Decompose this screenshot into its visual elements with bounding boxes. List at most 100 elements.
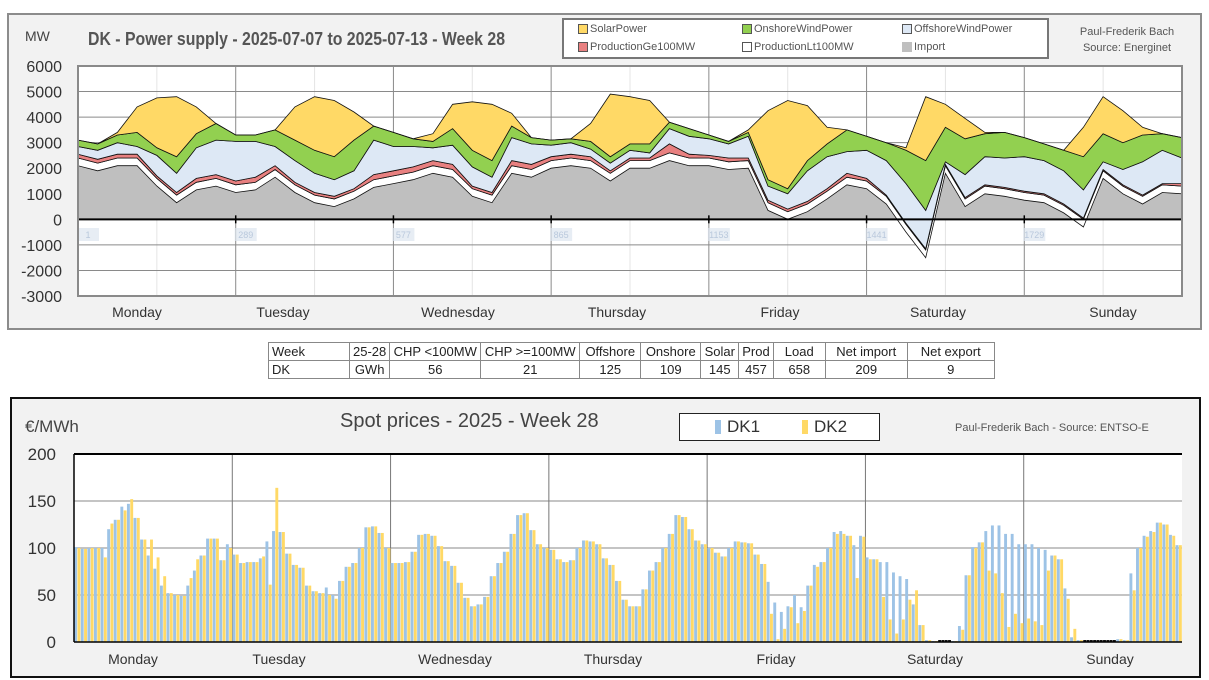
bar-dk1 (496, 563, 500, 642)
index-label-bg (77, 228, 99, 241)
bar-dk2 (512, 533, 516, 642)
offshore-swatch (902, 24, 912, 34)
area-import (78, 160, 1182, 258)
bar-dk2 (288, 553, 292, 642)
bar-dk2 (341, 580, 345, 642)
bar-dk1 (760, 563, 764, 642)
bar-dk2 (671, 533, 674, 642)
bar-dk2 (328, 595, 332, 642)
bar-dk2 (90, 548, 94, 642)
bar-dk1 (707, 548, 711, 642)
bar-dk1 (1129, 573, 1133, 642)
bar-dk1 (370, 526, 374, 642)
bar-dk1 (608, 564, 612, 642)
bar-dk1 (522, 513, 526, 642)
spot-prices-legend: DK1 DK2 (679, 413, 880, 441)
bar-dk1 (1169, 534, 1172, 642)
bar-dk1 (1116, 639, 1120, 642)
bar-dk2 (882, 596, 886, 642)
bar-dk2 (156, 557, 160, 642)
bar-dk1 (826, 548, 829, 642)
legend-item-lt100: ProductionLt100MW (742, 41, 854, 53)
bar-dk1 (272, 531, 275, 642)
bar-dk2 (789, 607, 793, 642)
bar-dk1 (1142, 535, 1146, 642)
bar-dk2 (1079, 640, 1083, 642)
bar-dk1 (133, 517, 137, 642)
bar-dk1 (285, 553, 289, 642)
bar-dk1 (1023, 544, 1027, 642)
bar-dk1 (1050, 555, 1054, 642)
day-label: Thursday (588, 304, 646, 320)
bar-dk2 (981, 542, 984, 642)
bar-dk2 (1060, 559, 1064, 642)
bar-dk1 (595, 544, 599, 642)
bar-dk2 (479, 604, 483, 642)
bar-dk2 (499, 563, 503, 642)
y-tick-label: -2000 (21, 263, 62, 280)
table-cell: 125 (579, 360, 642, 379)
bar-dk1 (212, 538, 216, 642)
bar-dk1 (892, 572, 895, 642)
y-tick-label: -3000 (21, 289, 62, 306)
bar-dk2 (492, 576, 496, 642)
bar-dk1 (647, 570, 651, 642)
bar-dk1 (120, 506, 124, 642)
bar-dk1 (364, 527, 368, 642)
bar-dk1 (905, 579, 909, 642)
weekly-summary-table: Week 25-28 CHP <100MW CHP >=100MW Offsho… (268, 342, 995, 379)
index-label: 1729 (1024, 230, 1044, 240)
legend-label: SolarPower (590, 23, 647, 35)
bar-dk2 (420, 534, 424, 642)
bar-dk1 (832, 532, 836, 642)
bar-dk1 (291, 564, 295, 642)
bar-dk1 (529, 530, 533, 642)
bar-dk1 (1004, 533, 1008, 642)
legend-item-ge100: ProductionGe100MW (578, 41, 695, 53)
bar-dk1 (179, 595, 183, 642)
bar-dk1 (1030, 544, 1034, 642)
bar-dk2 (941, 640, 945, 642)
day-label: Tuesday (252, 651, 305, 667)
bar-dk2 (605, 558, 609, 642)
table-cell: 145 (700, 360, 740, 379)
spot-prices-attribution: Paul-Frederik Bach - Source: ENTSO-E (955, 422, 1149, 434)
bar-dk1 (1043, 549, 1047, 642)
bar-dk1 (219, 560, 223, 642)
bar-dk1 (146, 555, 150, 642)
legend-item-solar: SolarPower (578, 23, 647, 35)
bar-dk1 (615, 580, 618, 642)
bar-dk2 (967, 575, 971, 642)
legend-label: ProductionGe100MW (590, 41, 696, 53)
bar-dk1 (489, 576, 493, 642)
bar-dk1 (918, 625, 922, 642)
power-supply-legend: SolarPower OnshoreWindPower OffshoreWind… (562, 18, 1049, 59)
bar-dk2 (1066, 598, 1070, 642)
bar-dk1 (746, 543, 750, 642)
bar-dk1 (153, 568, 157, 642)
top-y-unit: MW (25, 28, 50, 44)
bar-dk1 (1136, 548, 1139, 642)
bar-dk2 (545, 548, 549, 642)
bar-dk2 (255, 562, 259, 642)
bar-dk2 (275, 487, 279, 642)
y-tick-label: 3000 (26, 136, 62, 153)
bar-dk1 (924, 640, 928, 642)
onshore-swatch (742, 24, 752, 34)
bar-dk1 (806, 585, 810, 642)
legend-item-dk1: DK1 (715, 417, 760, 437)
bar-dk2 (235, 554, 239, 642)
day-label: Friday (761, 304, 800, 320)
bar-dk2 (321, 593, 325, 642)
bar-dk2 (473, 606, 477, 642)
bar-dk2 (822, 562, 826, 642)
bar-dk2 (743, 542, 747, 642)
bar-dk1 (1076, 640, 1080, 642)
bar-dk2 (638, 606, 641, 642)
bar-dk1 (245, 562, 249, 642)
bar-dk2 (849, 535, 853, 642)
bar-dk2 (776, 639, 780, 642)
bar-dk2 (611, 564, 615, 642)
bar-dk2 (163, 576, 167, 642)
bar-dk2 (948, 640, 951, 642)
